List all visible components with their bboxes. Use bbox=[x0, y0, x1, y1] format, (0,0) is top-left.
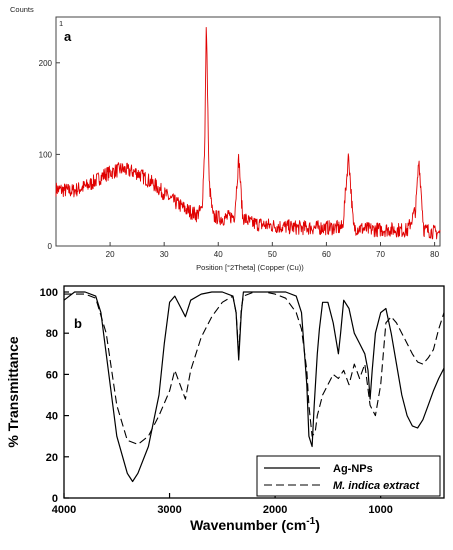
ftir-y-tick-label: 100 bbox=[40, 287, 58, 299]
ftir-legend-label-m-indica: M. indica extract bbox=[333, 480, 421, 492]
ftir-y-tick-label: 20 bbox=[46, 452, 58, 464]
xrd-x-tick-label: 80 bbox=[430, 250, 439, 259]
ftir-y-tick-label: 80 bbox=[46, 328, 58, 340]
xrd-panel: Counts 1 a 0 100 200 20 30 40 50 60 70 80 Positi… bbox=[10, 5, 441, 272]
ftir-legend: Ag-NPs M. indica extract bbox=[256, 455, 441, 497]
ftir-y-tick-label: 60 bbox=[46, 369, 58, 381]
xrd-x-axis-label: Position [°2Theta] (Copper (Cu)) bbox=[196, 263, 304, 272]
xrd-series-line bbox=[55, 26, 441, 240]
ftir-x-axis-label-sup: -1 bbox=[306, 516, 315, 527]
xrd-x-tick-label: 50 bbox=[268, 250, 277, 259]
xrd-plot-frame bbox=[55, 16, 441, 247]
xrd-x-tick-label: 20 bbox=[106, 250, 115, 259]
xrd-corner-label: Counts bbox=[10, 5, 34, 14]
xrd-y-tick-label: 0 bbox=[48, 242, 53, 251]
xrd-x-tick-label: 30 bbox=[160, 250, 169, 259]
ftir-legend-box bbox=[256, 455, 441, 497]
xrd-x-ticks: 20 30 40 50 60 70 80 bbox=[106, 242, 440, 259]
xrd-y-ticks: 0 100 200 bbox=[39, 59, 60, 251]
xrd-y-tick-label: 200 bbox=[39, 59, 53, 68]
xrd-x-tick-label: 60 bbox=[322, 250, 331, 259]
ftir-series-m-indica-extract bbox=[64, 291, 445, 445]
xrd-panel-label: a bbox=[64, 29, 72, 44]
ftir-x-axis-label: Wavenumber (cm-1) bbox=[190, 516, 320, 533]
ftir-y-tick-label: 40 bbox=[46, 411, 58, 423]
ftir-x-tick-label: 1000 bbox=[368, 504, 392, 516]
ftir-y-axis-label: % Transmittance bbox=[5, 336, 21, 447]
ftir-x-ticks: 4000 3000 2000 1000 bbox=[52, 493, 393, 516]
xrd-y-tick-label: 100 bbox=[39, 150, 53, 159]
ftir-plot-frame bbox=[63, 285, 445, 499]
ftir-panel: b 0 20 40 60 80 100 4000 3000 2000 1000 % Transm… bbox=[5, 285, 445, 533]
ftir-series-ag-nps bbox=[63, 291, 445, 483]
ftir-x-tick-label: 4000 bbox=[52, 504, 76, 516]
ftir-legend-label-ag-nps: Ag-NPs bbox=[333, 463, 373, 475]
ftir-x-axis-label-end: ) bbox=[315, 517, 320, 533]
ftir-x-tick-label: 2000 bbox=[263, 504, 287, 516]
xrd-x-tick-label: 70 bbox=[376, 250, 385, 259]
ftir-y-tick-label: 0 bbox=[52, 493, 58, 505]
ftir-panel-label: b bbox=[74, 316, 82, 331]
ftir-y-ticks: 0 20 40 60 80 100 bbox=[40, 287, 69, 505]
xrd-x-tick-label: 40 bbox=[214, 250, 223, 259]
ftir-x-axis-label-main: Wavenumber (cm bbox=[190, 517, 306, 533]
xrd-corner-index: 1 bbox=[59, 19, 63, 28]
ftir-x-tick-label: 3000 bbox=[157, 504, 181, 516]
